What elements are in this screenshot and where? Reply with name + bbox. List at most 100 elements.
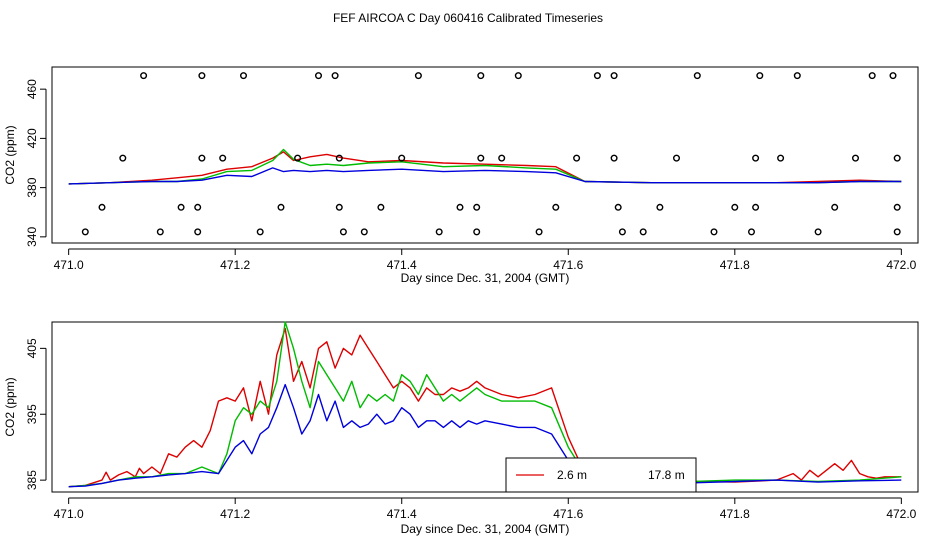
top-y-tick-label: 380 <box>25 177 39 197</box>
top-circle-point <box>752 154 760 162</box>
top-circle-point <box>177 203 185 211</box>
top-y-tick-label: 460 <box>25 79 39 99</box>
top-circle-point <box>156 228 164 236</box>
top-circle-point <box>552 203 560 211</box>
top-circle-point <box>852 154 860 162</box>
top-circle-point <box>893 154 901 162</box>
top-circle-point <box>756 72 764 80</box>
top-series-green <box>68 148 902 185</box>
top-circle-point <box>831 203 839 211</box>
top-circle-point <box>793 72 801 80</box>
top-circle-point <box>731 203 739 211</box>
top-circle-point <box>339 228 347 236</box>
top-circle-point <box>477 154 485 162</box>
top-circle-point <box>119 154 127 162</box>
top-circle-point <box>814 228 822 236</box>
top-plot-frame <box>51 66 919 244</box>
top-circle-point <box>194 228 202 236</box>
bottom-x-tick-label: 472.0 <box>886 507 916 521</box>
top-circle-point <box>748 228 756 236</box>
bottom-x-tick-label: 471.4 <box>387 507 417 521</box>
top-y-axis: 340 380 420 460 <box>25 79 47 247</box>
top-circle-point <box>610 154 618 162</box>
top-x-tick-label: 471.8 <box>720 258 750 272</box>
top-circle-point <box>331 72 339 80</box>
bottom-series-green <box>68 321 902 488</box>
top-circle-point <box>693 72 701 80</box>
top-x-tick-label: 471.0 <box>54 258 84 272</box>
top-circle-point <box>673 154 681 162</box>
top-circle-point <box>498 154 506 162</box>
bottom-series-red <box>68 327 902 488</box>
top-circle-point <box>81 228 89 236</box>
top-circle-point <box>140 72 148 80</box>
top-circle-point <box>198 72 206 80</box>
bottom-x-tick-label: 471.6 <box>553 507 583 521</box>
top-circle-point <box>893 228 901 236</box>
top-x-tick-label: 471.2 <box>220 258 250 272</box>
top-circle-point <box>610 72 618 80</box>
bottom-plot-frame <box>51 321 919 493</box>
legend-label-17-8-m: 17.8 m <box>648 468 685 482</box>
top-circle-point <box>98 203 106 211</box>
bottom-series-blue <box>68 383 902 488</box>
bottom-y-axis: 385 395 405 <box>25 338 47 490</box>
bottom-y-tick-label: 385 <box>25 470 39 490</box>
top-circle-point <box>315 72 323 80</box>
top-circle-point <box>656 203 664 211</box>
bottom-x-tick-label: 471.8 <box>720 507 750 521</box>
top-points-group <box>81 72 901 236</box>
top-x-tick-label: 472.0 <box>886 258 916 272</box>
top-circle-point <box>335 203 343 211</box>
top-circle-point <box>377 203 385 211</box>
bottom-x-tick-label: 471.2 <box>220 507 250 521</box>
top-circle-point <box>777 154 785 162</box>
bottom-panel: 471.0 471.2 471.4 471.6 471.8 472.0 385 395 405… <box>3 321 919 536</box>
top-circle-point <box>435 228 443 236</box>
top-circle-point <box>618 228 626 236</box>
legend-label-2-6-m: 2.6 m <box>557 468 587 482</box>
top-y-tick-label: 420 <box>25 128 39 148</box>
top-x-axis: 471.0 471.2 471.4 471.6 471.8 472.0 <box>54 248 917 272</box>
top-series-red <box>68 151 902 185</box>
bottom-series-group <box>68 321 902 488</box>
top-circle-point <box>514 72 522 80</box>
bottom-x-tick-label: 471.0 <box>54 507 84 521</box>
bottom-y-tick-label: 395 <box>25 404 39 424</box>
top-circle-point <box>893 203 901 211</box>
top-circle-point <box>219 154 227 162</box>
top-circle-point <box>294 154 302 162</box>
bottom-x-axis: 471.0 471.2 471.4 471.6 471.8 472.0 <box>54 497 917 521</box>
top-circle-point <box>256 228 264 236</box>
top-circle-point <box>239 72 247 80</box>
top-circle-point <box>710 228 718 236</box>
top-circle-point <box>614 203 622 211</box>
top-circle-point <box>473 203 481 211</box>
top-circle-point <box>868 72 876 80</box>
bottom-y-tick-label: 405 <box>25 338 39 358</box>
top-circle-point <box>360 228 368 236</box>
chart-title: FEF AIRCOA C Day 060416 Calibrated Times… <box>333 11 603 25</box>
top-circle-point <box>335 154 343 162</box>
top-circle-point <box>535 228 543 236</box>
top-circle-point <box>277 203 285 211</box>
bottom-y-axis-label: CO2 (ppm) <box>3 377 17 436</box>
top-circle-point <box>198 154 206 162</box>
top-circle-point <box>473 228 481 236</box>
top-circle-point <box>194 203 202 211</box>
top-circle-point <box>639 228 647 236</box>
bottom-x-axis-label: Day since Dec. 31, 2004 (GMT) <box>401 522 570 536</box>
top-x-axis-label: Day since Dec. 31, 2004 (GMT) <box>401 271 570 285</box>
top-series-blue <box>68 167 902 185</box>
top-circle-point <box>573 154 581 162</box>
top-x-tick-label: 471.4 <box>387 258 417 272</box>
top-circle-point <box>477 72 485 80</box>
top-panel: 471.0 471.2 471.4 471.6 471.8 472.0 340 380 420… <box>3 66 919 285</box>
top-circle-point <box>593 72 601 80</box>
top-circle-point <box>889 72 897 80</box>
top-series-group <box>68 148 902 185</box>
top-circle-point <box>456 203 464 211</box>
legend: 2.6 m 17.8 m <box>505 457 697 493</box>
top-circle-point <box>398 154 406 162</box>
